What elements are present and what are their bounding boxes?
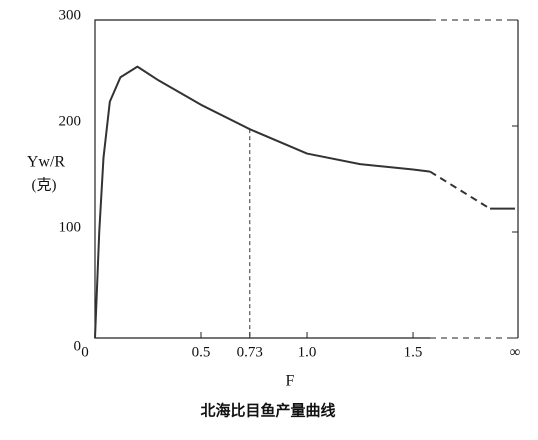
y-axis-label: Yw/R xyxy=(27,154,66,171)
x-axis-label: F xyxy=(286,373,295,390)
curve-break xyxy=(429,170,491,210)
y-axis-unit: (克) xyxy=(32,176,57,193)
y-tick-label: 100 xyxy=(59,219,82,235)
x-tick-label: 0 xyxy=(81,344,89,360)
y-tick-label: 200 xyxy=(59,113,82,129)
axis-frame xyxy=(94,19,430,339)
x-tick-label: 1.5 xyxy=(404,344,423,360)
y-tick-label: 0 xyxy=(74,338,82,354)
x-tick-label: 0.73 xyxy=(237,344,263,360)
x-tick-label: ∞ xyxy=(510,344,521,360)
curve xyxy=(94,65,431,339)
x-tick-label: 0.5 xyxy=(192,344,211,360)
chart-title: 北海比目鱼产量曲线 xyxy=(200,401,335,419)
y-tick-label: 300 xyxy=(59,7,82,23)
x-tick-label: 1.0 xyxy=(298,344,317,360)
